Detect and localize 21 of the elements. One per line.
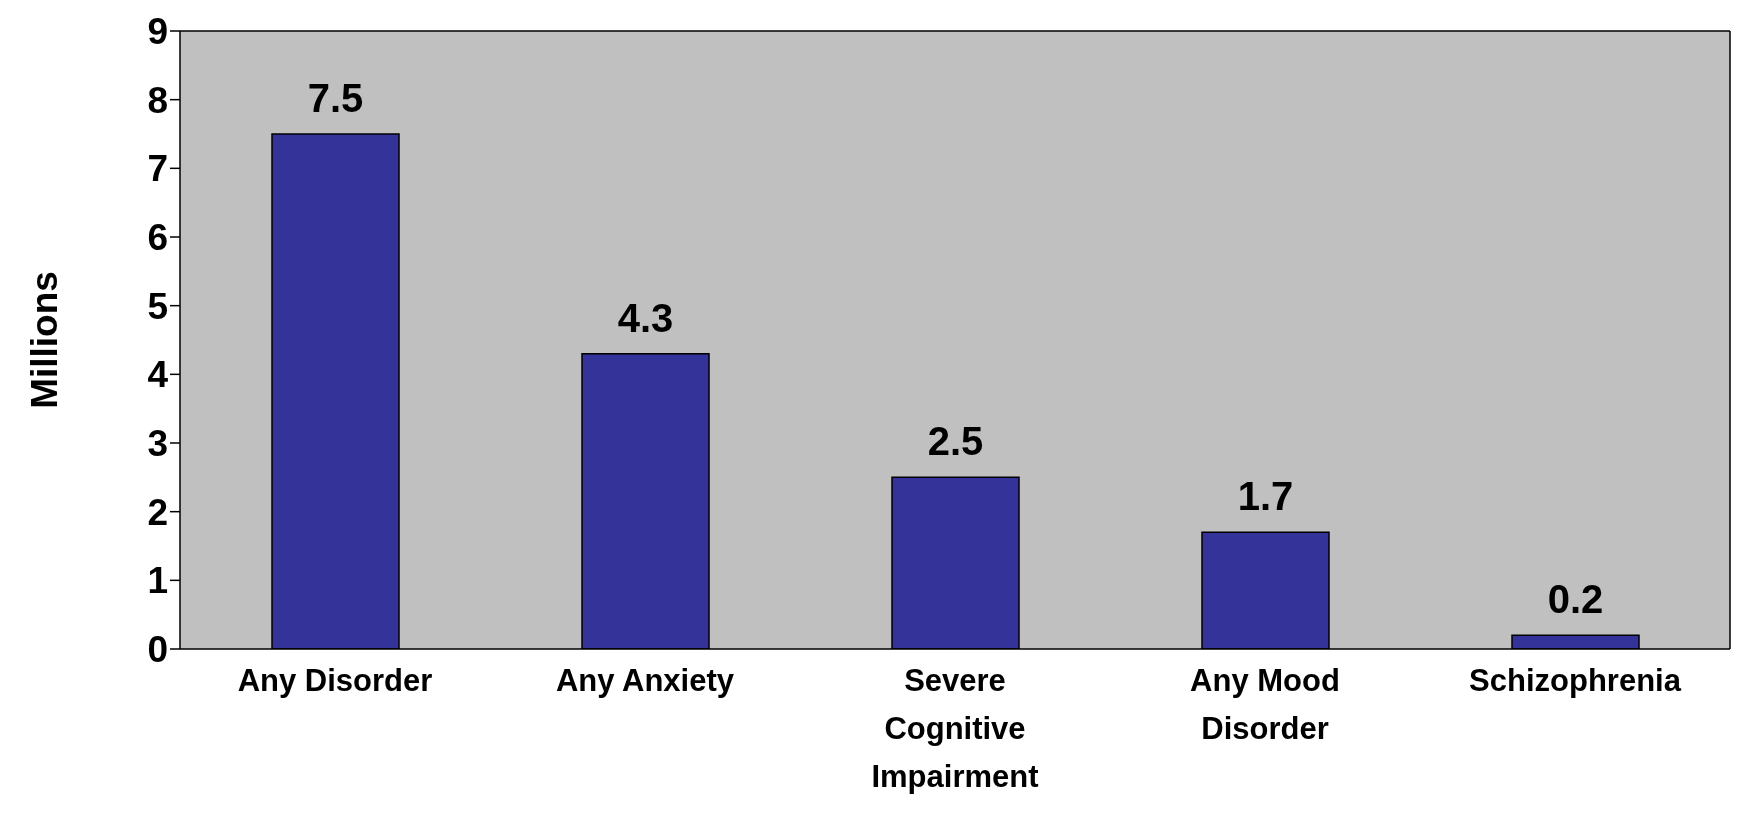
y-tick-label: 0 [147, 629, 168, 671]
y-tick-label: 1 [147, 560, 168, 602]
data-label: 2.5 [927, 419, 984, 464]
data-label: 7.5 [307, 76, 364, 120]
x-tick-label: Any Anxiety [555, 663, 735, 698]
x-tick-label: Severe Cognitive Impairment [871, 663, 1039, 794]
y-tick-label: 8 [147, 79, 168, 121]
y-tick-label: 4 [147, 354, 169, 396]
y-axis-title: Millions [24, 271, 66, 409]
data-label: 0.2 [1547, 577, 1604, 622]
y-tick-label: 5 [147, 285, 168, 327]
x-tick-label: Any Disorder [237, 663, 433, 698]
y-tick-label: 2 [147, 491, 168, 533]
x-tick-label: Schizophrenia [1469, 663, 1682, 698]
data-label: 1.7 [1237, 474, 1294, 519]
data-label: 4.3 [617, 295, 674, 340]
x-tick-label: Any Mood Disorder [1190, 663, 1340, 746]
y-tick-label: 3 [147, 423, 168, 465]
y-tick-label: 9 [147, 11, 168, 53]
y-tick-label: 6 [147, 217, 168, 259]
y-tick-label: 7 [147, 148, 168, 190]
